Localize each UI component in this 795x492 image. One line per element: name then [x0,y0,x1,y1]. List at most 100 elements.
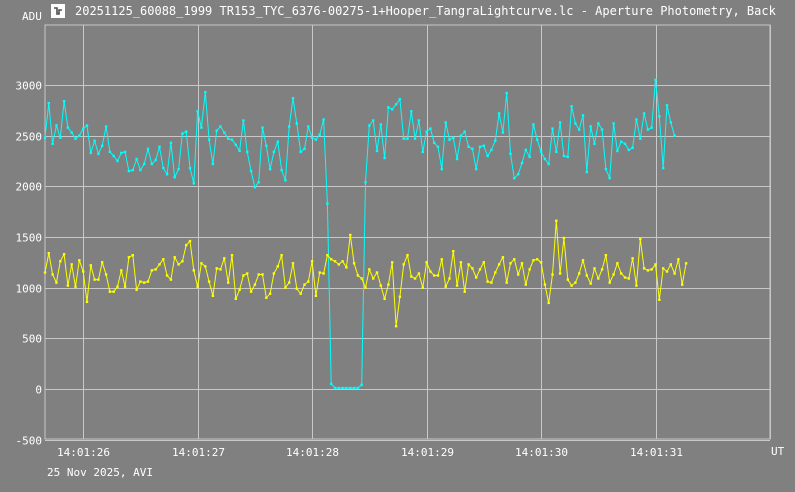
data-point [223,131,226,134]
data-point [291,97,295,100]
data-point [143,162,146,166]
data-point [93,139,96,142]
data-point [173,256,176,259]
data-point [558,121,562,124]
data-point [204,265,207,268]
data-point [387,106,390,109]
data-point [196,110,199,113]
data-point [665,104,669,107]
data-point [501,131,505,134]
data-point [108,150,112,154]
data-point [463,130,466,133]
data-point [330,258,333,261]
data-point [341,260,344,263]
data-point [135,157,138,161]
data-point [207,280,211,283]
data-point [59,260,62,263]
data-point [123,150,127,154]
data-point [543,283,547,286]
data-point [349,386,352,390]
data-point [169,278,173,281]
data-point [120,151,123,155]
data-point [55,281,58,284]
data-point [330,382,333,386]
data-point [425,261,428,264]
data-point [532,123,535,126]
data-point [314,138,318,141]
data-point [104,125,108,128]
data-point [497,112,501,115]
data-point [413,277,417,280]
data-point [612,273,615,276]
data-point [89,151,92,155]
data-point [448,138,451,141]
data-point [513,177,516,180]
data-point [66,126,70,129]
data-point [455,157,459,161]
data-point [55,124,58,127]
data-point [242,119,245,122]
data-point [578,128,581,131]
data-point [265,296,268,299]
data-point [402,263,405,266]
data-point [585,170,588,174]
y-tick-label: 1500 [16,232,43,245]
data-point [551,273,554,276]
data-point [513,258,516,261]
data-point [146,280,150,283]
data-point [413,137,417,140]
data-point [78,259,81,262]
data-point [681,283,684,286]
data-point [471,267,474,270]
data-point [211,162,215,166]
data-point [490,148,493,152]
data-point [322,118,325,121]
data-point [620,272,623,275]
y-tick-label: 3000 [16,80,43,93]
data-point [219,125,222,128]
data-point [394,325,398,328]
data-point [459,261,463,264]
data-point [547,301,550,305]
data-point [547,162,550,166]
data-point [74,285,77,288]
data-point [303,147,306,150]
data-point [284,286,287,289]
data-point [284,179,287,182]
x-tick-label: 14:01:29 [401,446,454,459]
data-point [253,186,257,189]
data-point [265,144,268,147]
app-icon[interactable] [51,4,65,18]
data-point [379,123,382,126]
data-point [394,103,398,106]
data-point [219,268,222,271]
x-tick-label: 14:01:28 [286,446,339,459]
data-point [280,254,283,257]
data-point [421,150,424,154]
data-point [604,254,608,257]
data-point [246,150,249,154]
data-point [612,122,615,125]
data-point [310,260,314,263]
data-point [295,122,298,125]
data-point [383,297,386,300]
data-point [188,239,192,243]
data-point [337,263,340,266]
data-point [642,112,646,115]
data-point [467,145,470,148]
data-point [356,274,360,277]
data-point [536,138,539,141]
data-point [673,272,676,275]
data-point [276,265,279,268]
data-point [59,136,62,139]
data-point [597,122,600,125]
data-point [616,262,619,265]
data-point [364,181,367,184]
data-point [150,269,153,272]
data-point [177,263,180,266]
data-point [505,281,508,284]
data-point [112,290,115,293]
data-point [455,284,459,287]
data-point [627,148,630,152]
data-point [593,142,596,145]
